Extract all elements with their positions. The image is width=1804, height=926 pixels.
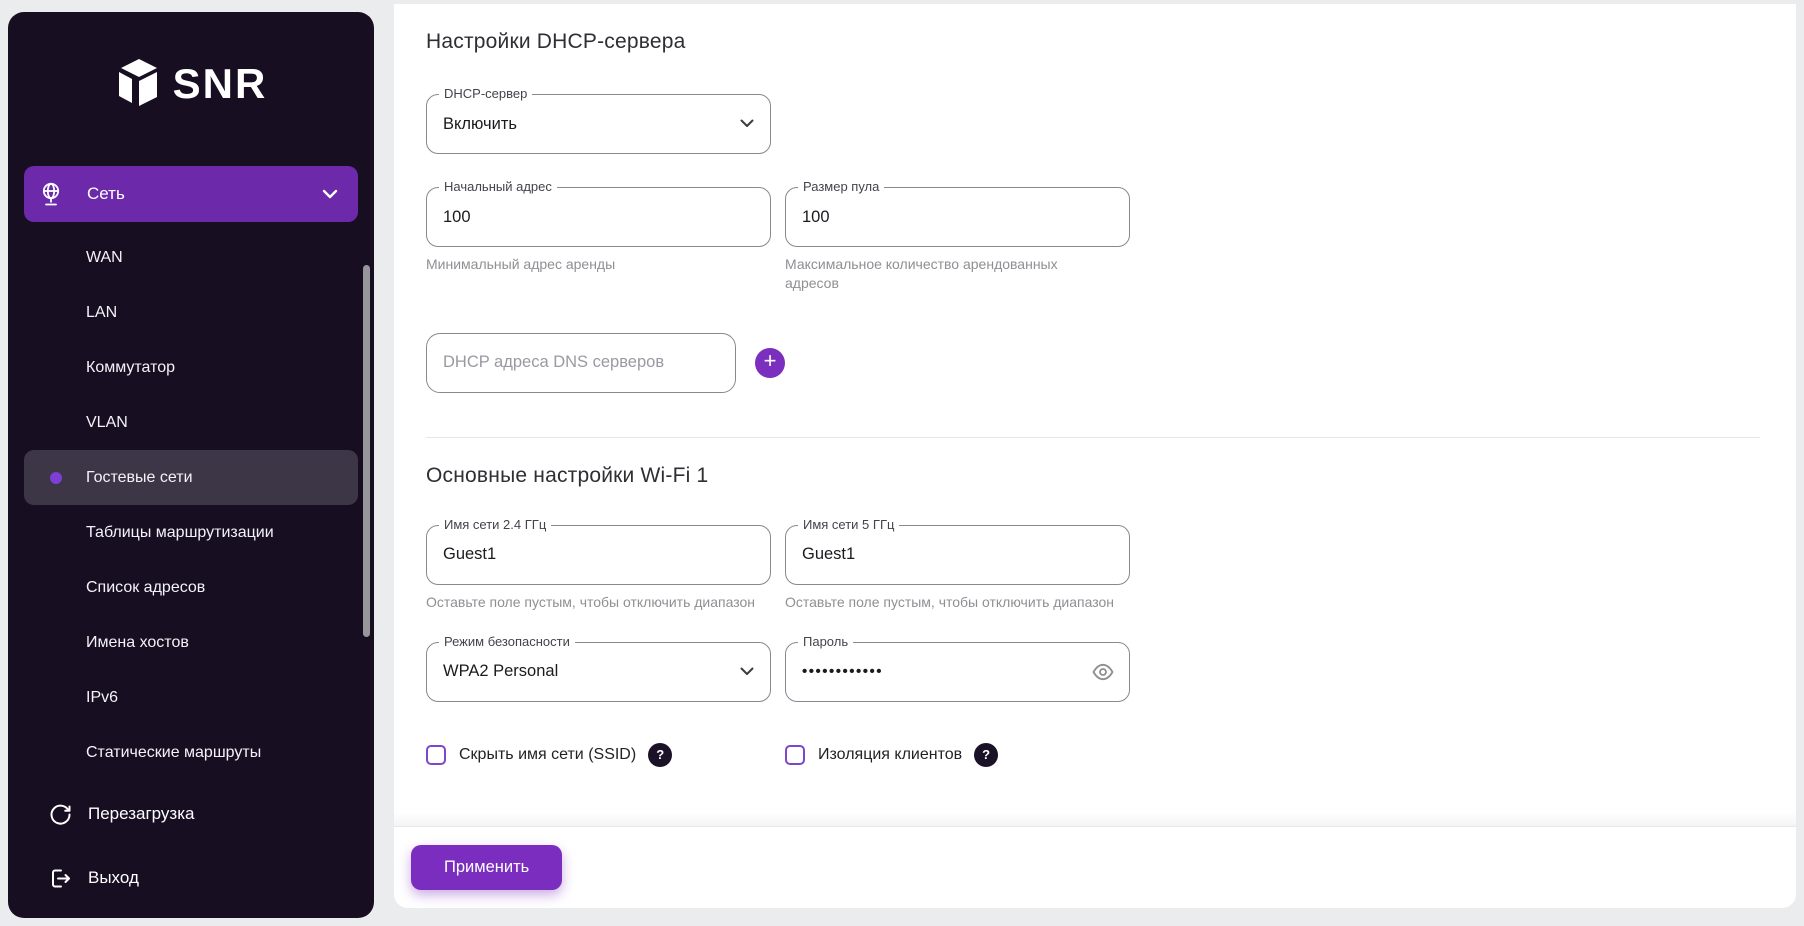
sidebar-item-ipv6[interactable]: IPv6: [86, 688, 119, 706]
chevron-down-icon: [740, 667, 754, 676]
snr-cube-icon: [115, 59, 161, 109]
client-isolation-help-icon[interactable]: ?: [974, 742, 999, 767]
ssid-24-label: Имя сети 2.4 ГГц: [439, 516, 552, 532]
logo: SNR: [8, 56, 374, 112]
refresh-icon: [48, 802, 73, 827]
plus-icon: +: [763, 348, 777, 374]
sidebar-section-network[interactable]: Сеть: [24, 166, 358, 222]
ssid-24-field-wrap: Имя сети 2.4 ГГц: [426, 516, 771, 585]
ssid-5-field-wrap: Имя сети 5 ГГц: [785, 516, 1130, 585]
start-address-helper: Минимальный адрес аренды: [426, 256, 616, 272]
add-dns-button[interactable]: +: [755, 347, 785, 378]
security-mode-value: WPA2 Personal: [443, 662, 559, 681]
password-field-wrap: Пароль: [785, 633, 1130, 702]
start-address-field-wrap: Начальный адрес: [426, 179, 771, 247]
security-mode-label: Режим безопасности: [439, 633, 575, 649]
sidebar-item-switch[interactable]: Коммутатор: [86, 358, 176, 376]
ssid-24-input[interactable]: [443, 545, 754, 565]
sidebar-item-wan[interactable]: WAN: [86, 248, 123, 266]
sidebar-scrollbar[interactable]: [363, 265, 370, 637]
globe-icon: [38, 181, 64, 207]
password-input[interactable]: [802, 663, 1113, 681]
sidebar-item-address-list[interactable]: Список адресов: [86, 578, 206, 596]
sidebar-section-label: Сеть: [87, 184, 125, 203]
security-mode-select[interactable]: Режим безопасности WPA2 Personal: [426, 633, 771, 702]
hide-ssid-checkbox[interactable]: [426, 744, 446, 765]
dns-servers-field-wrap: [426, 332, 736, 393]
pool-size-field-wrap: Размер пула: [785, 179, 1130, 247]
hide-ssid-help-icon[interactable]: ?: [648, 742, 673, 767]
main-panel: Настройки DHCP-сервера DHCP-сервер Включ…: [394, 4, 1796, 908]
ssid-5-label: Имя сети 5 ГГц: [798, 516, 900, 532]
active-item-dot: [50, 471, 62, 484]
sidebar-submenu: WAN LAN Коммутатор VLAN Гостевые сети Та…: [8, 230, 374, 780]
dhcp-section-title: Настройки DHCP-сервера: [426, 30, 686, 53]
dhcp-server-select-value: Включить: [443, 114, 518, 133]
toggle-password-visibility-button[interactable]: [1091, 660, 1115, 684]
dhcp-server-select[interactable]: DHCP-сервер Включить: [426, 86, 771, 154]
section-divider: [426, 436, 1760, 438]
form-footer: Применить: [394, 812, 1796, 908]
dhcp-server-select-label: DHCP-сервер: [439, 86, 533, 101]
ssid-24-helper: Оставьте поле пустым, чтобы отключить ди…: [426, 593, 756, 610]
sidebar-item-logout[interactable]: Выход: [8, 850, 374, 906]
sidebar: SNR Сеть WAN LAN Коммутатор VLAN Гостевы…: [8, 12, 374, 918]
client-isolation-checkbox-label: Изоляция клиентов: [818, 745, 963, 763]
pool-size-label: Размер пула: [798, 179, 885, 194]
hide-ssid-checkbox-label: Скрыть имя сети (SSID): [459, 745, 637, 763]
chevron-down-icon: [740, 119, 754, 128]
logout-icon: [48, 866, 73, 891]
wifi-section-title: Основные настройки Wi-Fi 1: [426, 463, 709, 487]
sidebar-item-reboot[interactable]: Перезагрузка: [8, 786, 374, 842]
password-label: Пароль: [798, 633, 854, 649]
logo-text: SNR: [172, 60, 268, 107]
ssid-5-helper: Оставьте поле пустым, чтобы отключить ди…: [785, 593, 1115, 610]
sidebar-item-vlan[interactable]: VLAN: [86, 413, 128, 431]
sidebar-item-static-routes[interactable]: Статические маршруты: [86, 743, 262, 761]
start-address-input[interactable]: [443, 207, 754, 227]
dns-servers-input[interactable]: [443, 353, 719, 373]
start-address-label: Начальный адрес: [439, 179, 557, 194]
chevron-down-icon: [322, 189, 338, 199]
pool-size-helper: Максимальное количество арендованных адр…: [785, 256, 1058, 291]
ssid-5-input[interactable]: [802, 545, 1113, 565]
apply-button[interactable]: Применить: [411, 845, 563, 890]
sidebar-item-lan[interactable]: LAN: [86, 303, 118, 321]
sidebar-item-guest-networks[interactable]: Гостевые сети: [24, 450, 358, 505]
client-isolation-checkbox[interactable]: [785, 744, 805, 765]
sidebar-item-hostnames[interactable]: Имена хостов: [86, 633, 189, 651]
pool-size-input[interactable]: [802, 207, 1113, 227]
sidebar-item-routing-tables[interactable]: Таблицы маршрутизации: [86, 523, 274, 541]
